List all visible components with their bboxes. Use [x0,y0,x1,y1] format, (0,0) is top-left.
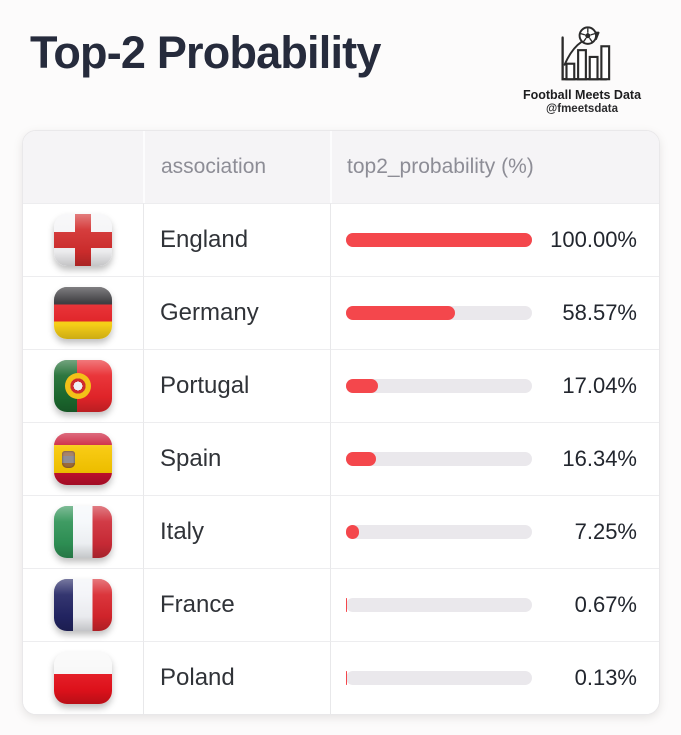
brand-block: Football Meets Data @fmeetsdata [497,22,667,115]
probability-bar-fill [346,233,532,247]
bar-chart-football-icon [561,26,611,81]
probability-bar-track [346,671,532,685]
probability-bar-track [346,525,532,539]
probability-cell: 0.67% [330,568,659,641]
probability-cell: 100.00% [330,203,659,276]
col-header-flag [23,131,143,203]
probability-cell: 0.13% [330,641,659,714]
table-row-flag-cell [23,276,143,349]
col-header-probability: top2_probability (%) [330,131,659,203]
association-label: Germany [143,276,330,349]
page-header: Top-2 Probability Football Meets Data @f… [0,0,681,126]
probability-value: 0.13% [574,665,637,690]
probability-value: 7.25% [574,519,637,544]
brand-name: Football Meets Data [522,88,642,102]
probability-bar-fill [346,306,455,320]
page-title: Top-2 Probability [30,27,381,78]
england-flag-icon [54,214,112,266]
probability-value: 17.04% [562,373,637,398]
probability-bar-fill [346,598,348,612]
probability-value: 100.00% [550,227,637,252]
table-row-flag-cell [23,349,143,422]
portugal-flag-icon [54,360,112,412]
france-flag-icon [54,579,112,631]
probability-bar-track [346,233,532,247]
probability-value: 16.34% [562,446,637,471]
association-label: Portugal [143,349,330,422]
probability-bar-fill [346,452,377,466]
col-header-association: association [143,131,330,203]
association-label: France [143,568,330,641]
probability-cell: 16.34% [330,422,659,495]
probability-cell: 58.57% [330,276,659,349]
probability-value: 58.57% [562,300,637,325]
probability-cell: 7.25% [330,495,659,568]
probability-bar-track [346,598,532,612]
probability-value: 0.67% [574,592,637,617]
poland-flag-icon [54,652,112,704]
table-row-flag-cell [23,568,143,641]
probability-table: association top2_probability (%) England… [22,130,660,715]
italy-flag-icon [54,506,112,558]
table-row-flag-cell [23,203,143,276]
association-label: England [143,203,330,276]
table-row-flag-cell [23,641,143,714]
association-label: Poland [143,641,330,714]
table-row-flag-cell [23,495,143,568]
association-label: Spain [143,422,330,495]
probability-bar-track [346,306,532,320]
probability-bar-fill [346,379,378,393]
table-row-flag-cell [23,422,143,495]
probability-bar-track [346,452,532,466]
germany-flag-icon [54,287,112,339]
spain-flag-icon [54,433,112,485]
probability-bar-fill [346,525,360,539]
probability-cell: 17.04% [330,349,659,422]
association-label: Italy [143,495,330,568]
probability-bar-track [346,379,532,393]
brand-handle: @fmeetsdata [546,103,618,115]
